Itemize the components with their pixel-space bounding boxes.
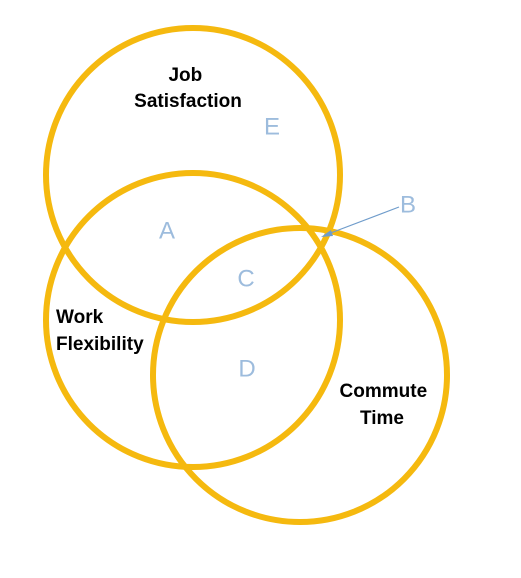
commute-time-label-line-1: Commute <box>340 381 428 402</box>
job-satisfaction-label-line-1: Job <box>168 65 202 86</box>
job-satisfaction-circle <box>43 25 343 325</box>
work-flexibility-circle <box>43 170 343 470</box>
commute-time-circle <box>150 225 450 525</box>
region-a-label: A <box>159 217 175 244</box>
region-b-pointer-arrowhead <box>321 230 333 237</box>
commute-time-label: Commute Time <box>340 381 433 429</box>
job-satisfaction-label: Job Satisfaction <box>134 65 242 112</box>
work-flexibility-label-line-1: Work <box>56 307 104 328</box>
region-e-label: E <box>264 113 280 140</box>
job-satisfaction-label-line-2: Satisfaction <box>134 91 242 112</box>
region-d-label: D <box>238 355 255 382</box>
commute-time-label-line-2: Time <box>360 408 404 429</box>
region-b-pointer-line <box>327 206 400 235</box>
region-c-label: C <box>237 265 254 292</box>
work-flexibility-label: Work Flexibility <box>56 307 144 355</box>
region-b-label: B <box>400 191 416 218</box>
work-flexibility-label-line-2: Flexibility <box>56 334 144 355</box>
